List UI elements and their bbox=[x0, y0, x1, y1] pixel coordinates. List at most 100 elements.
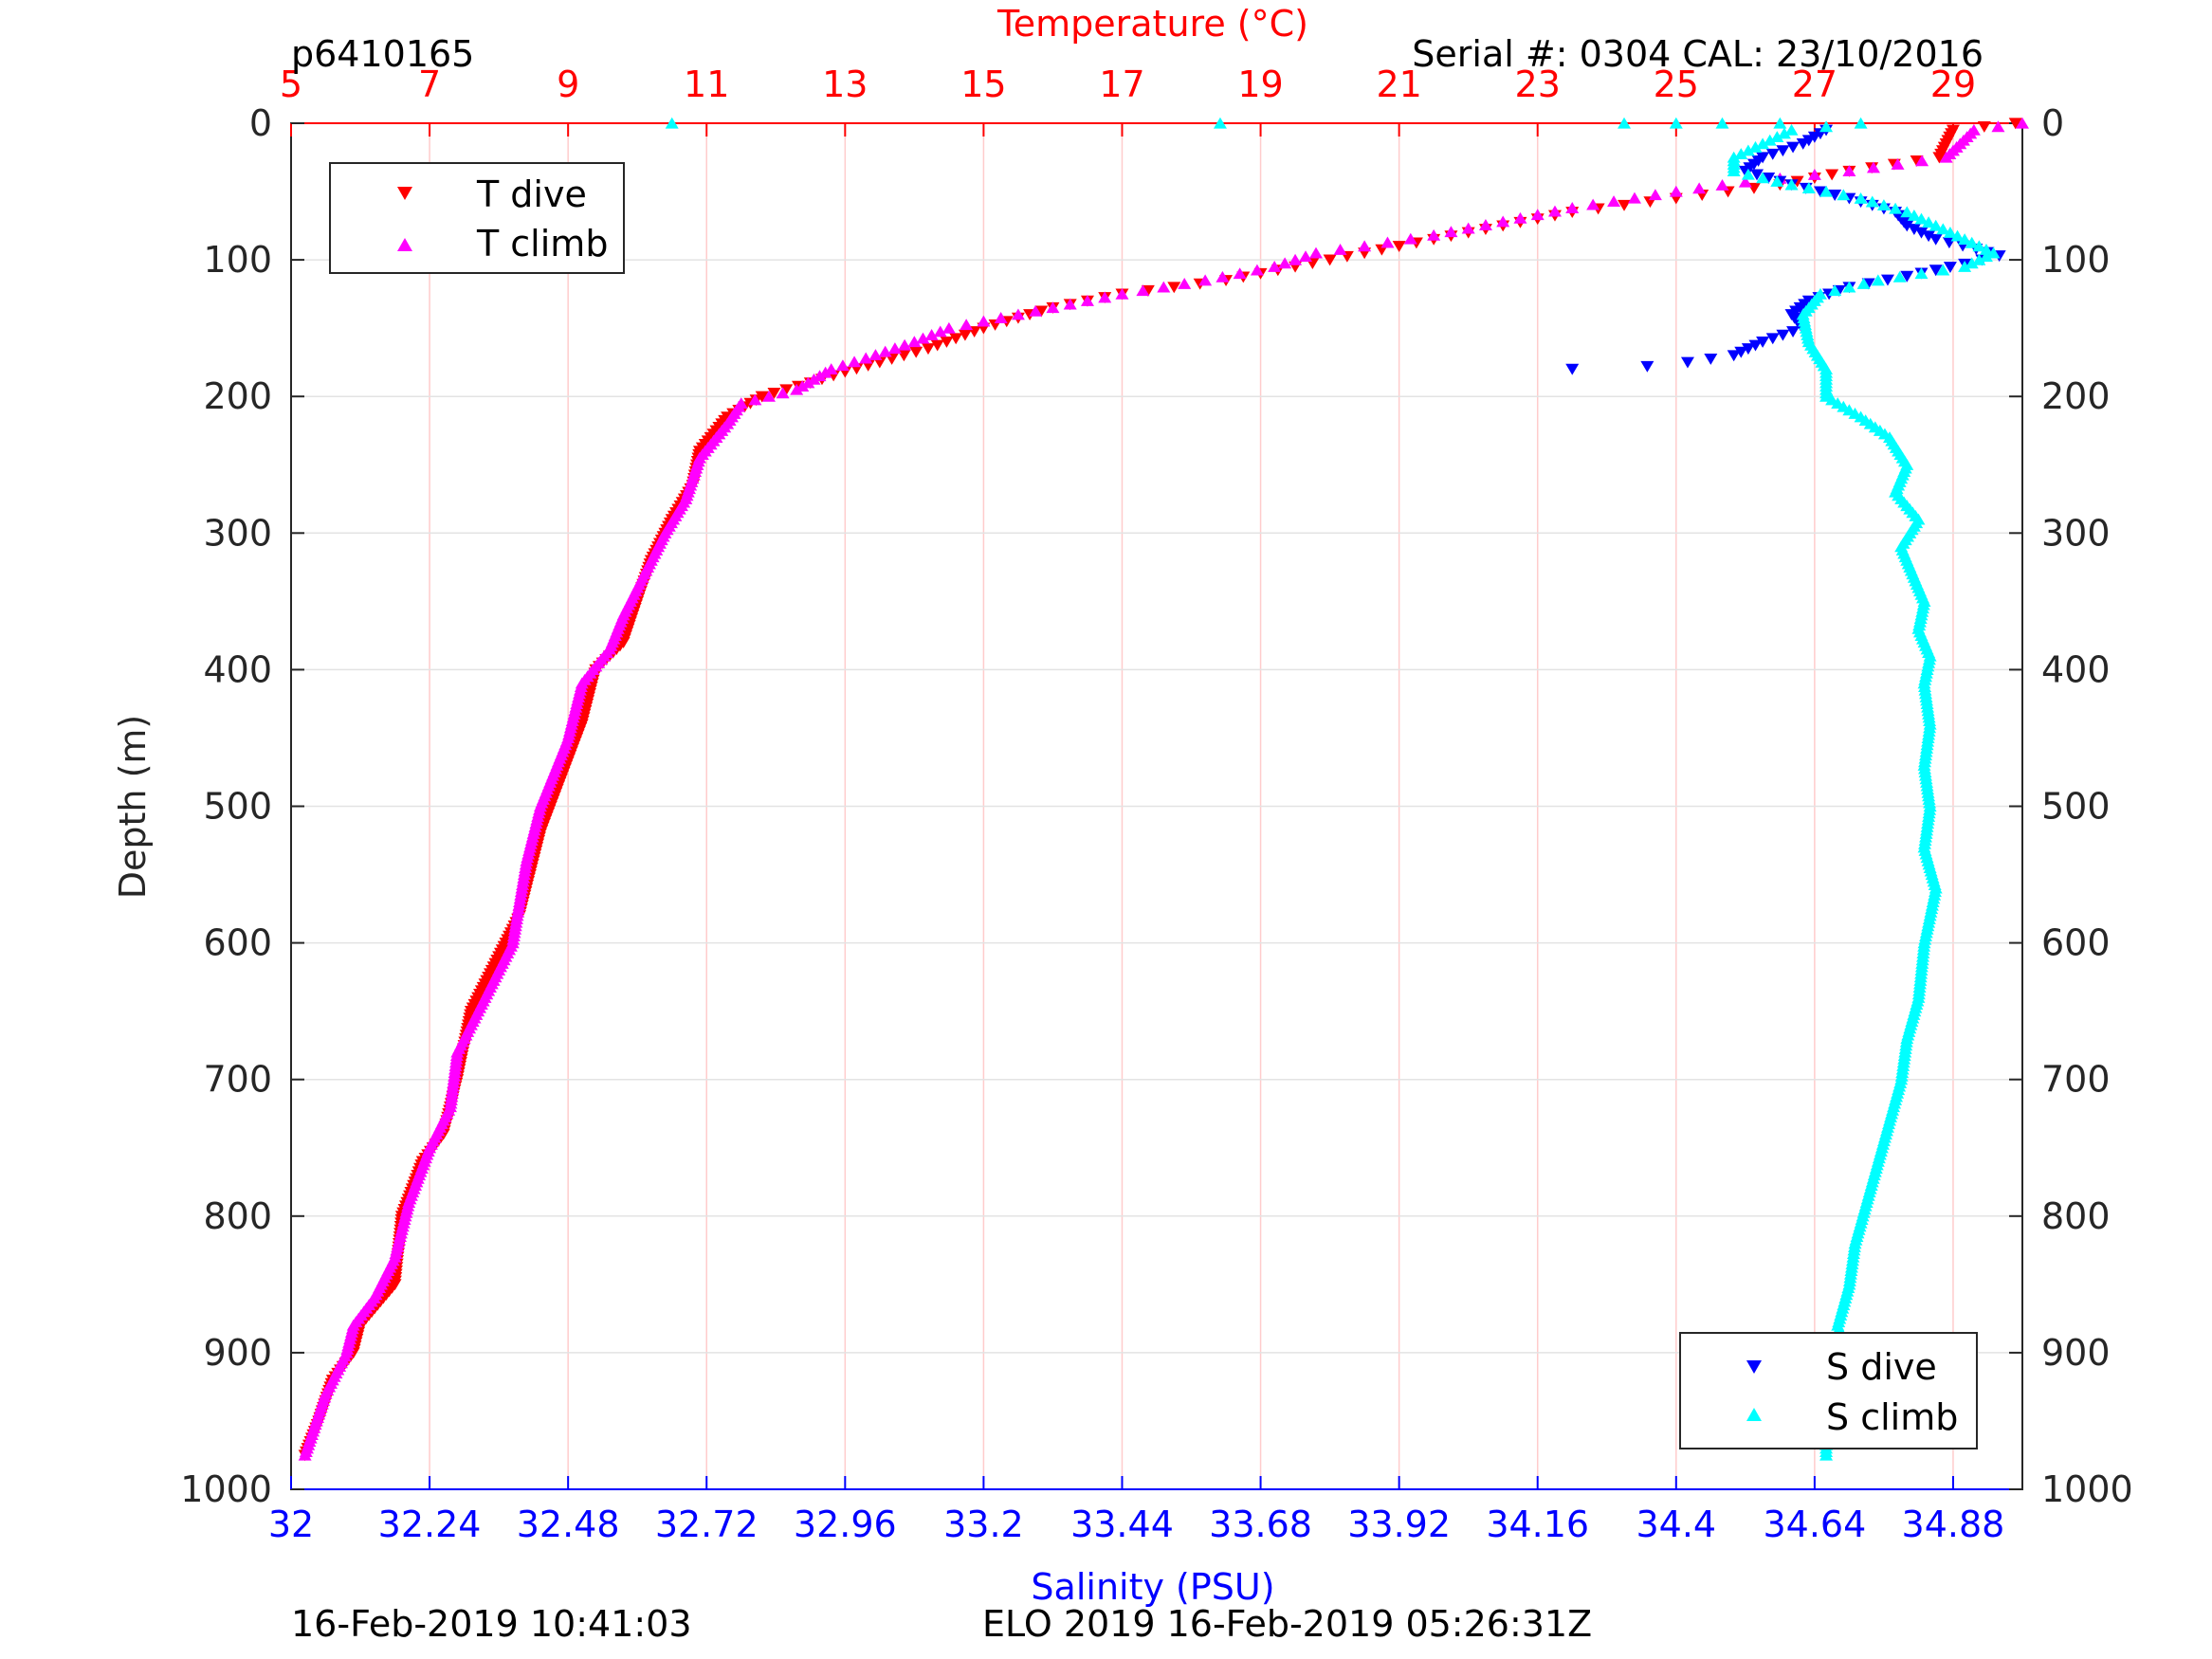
t-climb-point bbox=[1250, 264, 1264, 276]
legend-temperature-box bbox=[329, 162, 625, 274]
s-climb-point bbox=[1773, 117, 1787, 129]
s-climb-point bbox=[1918, 933, 1932, 945]
s-climb-point bbox=[1741, 144, 1755, 156]
legend-s-climb-label: S climb bbox=[1826, 1396, 1958, 1438]
data-markers bbox=[298, 117, 2029, 1462]
s-dive-point bbox=[1813, 186, 1827, 198]
temperature-tick-label: 25 bbox=[1654, 64, 1699, 105]
t-climb-point bbox=[887, 342, 902, 355]
s-climb-point bbox=[1928, 879, 1942, 890]
s-climb-point bbox=[1890, 483, 1904, 495]
depth-tick-label-right: 300 bbox=[2041, 512, 2111, 554]
s-climb-point bbox=[1777, 127, 1791, 139]
temperature-tick-label: 29 bbox=[1930, 64, 1976, 105]
temperature-tick-label: 11 bbox=[684, 64, 729, 105]
s-climb-point bbox=[1979, 250, 1993, 263]
t-climb-point bbox=[790, 383, 804, 395]
s-climb-point bbox=[1958, 261, 1972, 272]
axis-ticks: 5 7 9 11 13 15 17 19 21 23 25 27 29 0 0 100 100 200 200 300… bbox=[180, 64, 2132, 1545]
legend-temperature: T dive T climb bbox=[329, 162, 625, 274]
profile-id: p6410165 bbox=[291, 33, 474, 75]
salinity-tick-label: 34.16 bbox=[1486, 1504, 1589, 1545]
t-climb-point bbox=[2016, 117, 2029, 129]
s-dive-point bbox=[1765, 333, 1780, 345]
t-climb-point bbox=[1403, 232, 1417, 245]
t-dive-point bbox=[1941, 135, 1955, 147]
s-dive-point bbox=[1756, 336, 1770, 348]
t-climb-point bbox=[1178, 278, 1192, 289]
t-climb-point bbox=[848, 356, 862, 368]
s-climb-point bbox=[1854, 117, 1868, 129]
s-climb-point bbox=[1763, 134, 1777, 146]
s-climb-point bbox=[1923, 715, 1937, 727]
s-dive-point bbox=[1727, 350, 1741, 362]
t-climb-point bbox=[1299, 250, 1313, 263]
temperature-tick-label: 21 bbox=[1376, 64, 1421, 105]
t-climb-point bbox=[1427, 228, 1441, 241]
s-climb-point bbox=[1923, 796, 1937, 809]
t-climb-point bbox=[722, 414, 737, 427]
depth-tick-label-left: 500 bbox=[203, 786, 272, 828]
s-climb-point bbox=[1972, 240, 1986, 252]
temperature-tick-label: 5 bbox=[280, 64, 302, 105]
s-dive-point bbox=[1750, 169, 1764, 181]
serial-cal-info: Serial #: 0304 CAL: 23/10/2016 bbox=[1412, 33, 1983, 75]
s-climb-point bbox=[1770, 131, 1784, 143]
depth-tick-label-right: 800 bbox=[2041, 1195, 2111, 1237]
s-climb-point bbox=[1865, 195, 1879, 208]
s-climb-point bbox=[1756, 172, 1770, 184]
t-climb-point bbox=[916, 332, 930, 344]
t-climb-point bbox=[868, 349, 883, 360]
legend-t-dive-label: T dive bbox=[476, 173, 587, 215]
s-climb-point bbox=[1918, 673, 1932, 685]
s-climb-point bbox=[1907, 209, 1921, 221]
s-climb-point bbox=[1958, 233, 1972, 246]
t-climb-point bbox=[1029, 304, 1043, 317]
t-dive-point bbox=[1392, 241, 1406, 252]
salinity-tick-label: 33.2 bbox=[943, 1504, 1024, 1545]
s-climb-point bbox=[1943, 226, 1957, 238]
t-climb-point bbox=[1216, 270, 1230, 283]
salinity-tick-label: 33.68 bbox=[1209, 1504, 1312, 1545]
t-climb-point bbox=[1991, 120, 2005, 133]
s-climb-point bbox=[1669, 117, 1683, 129]
depth-tick-label-right: 600 bbox=[2041, 922, 2111, 964]
t-dive-point bbox=[767, 387, 781, 399]
t-climb-point bbox=[924, 329, 939, 340]
s-climb-point bbox=[1715, 117, 1729, 129]
s-dive-point bbox=[1748, 339, 1763, 352]
s-dive-point bbox=[1741, 343, 1755, 356]
t-dive-point bbox=[1034, 305, 1049, 318]
s-climb-point bbox=[1918, 837, 1932, 849]
t-climb-point bbox=[1011, 308, 1025, 320]
t-dive-point bbox=[1790, 175, 1804, 188]
s-climb-point bbox=[1770, 174, 1784, 187]
s-dive-point bbox=[1907, 224, 1921, 235]
t-climb-point bbox=[535, 796, 549, 809]
t-climb-point bbox=[1715, 179, 1729, 191]
t-climb-point bbox=[1268, 261, 1282, 272]
s-dive-point bbox=[1828, 190, 1842, 201]
t-climb-point bbox=[941, 321, 956, 334]
s-climb-point bbox=[1842, 1274, 1856, 1286]
s-climb-point bbox=[1872, 1152, 1886, 1164]
s-climb-point bbox=[1842, 281, 1856, 293]
t-climb-point bbox=[403, 1193, 417, 1205]
depth-tick-label-left: 300 bbox=[203, 512, 272, 554]
t-climb-point bbox=[1530, 209, 1545, 221]
s-climb-point bbox=[1748, 140, 1763, 153]
t-climb-point bbox=[1669, 185, 1683, 197]
t-climb-point bbox=[1358, 240, 1372, 252]
t-climb-point bbox=[878, 345, 892, 357]
salinity-tick-label: 33.44 bbox=[1070, 1504, 1174, 1545]
t-dive-point bbox=[1618, 199, 1632, 211]
salinity-axis-label: Salinity (PSU) bbox=[1031, 1566, 1274, 1608]
depth-tick-label-left: 800 bbox=[203, 1195, 272, 1237]
t-climb-point bbox=[1547, 205, 1562, 217]
t-dive-point bbox=[958, 329, 972, 341]
t-dive-point bbox=[909, 346, 923, 358]
s-dive-point bbox=[1776, 329, 1790, 341]
t-dive-point bbox=[695, 442, 709, 454]
s-dive-point bbox=[1943, 262, 1957, 273]
